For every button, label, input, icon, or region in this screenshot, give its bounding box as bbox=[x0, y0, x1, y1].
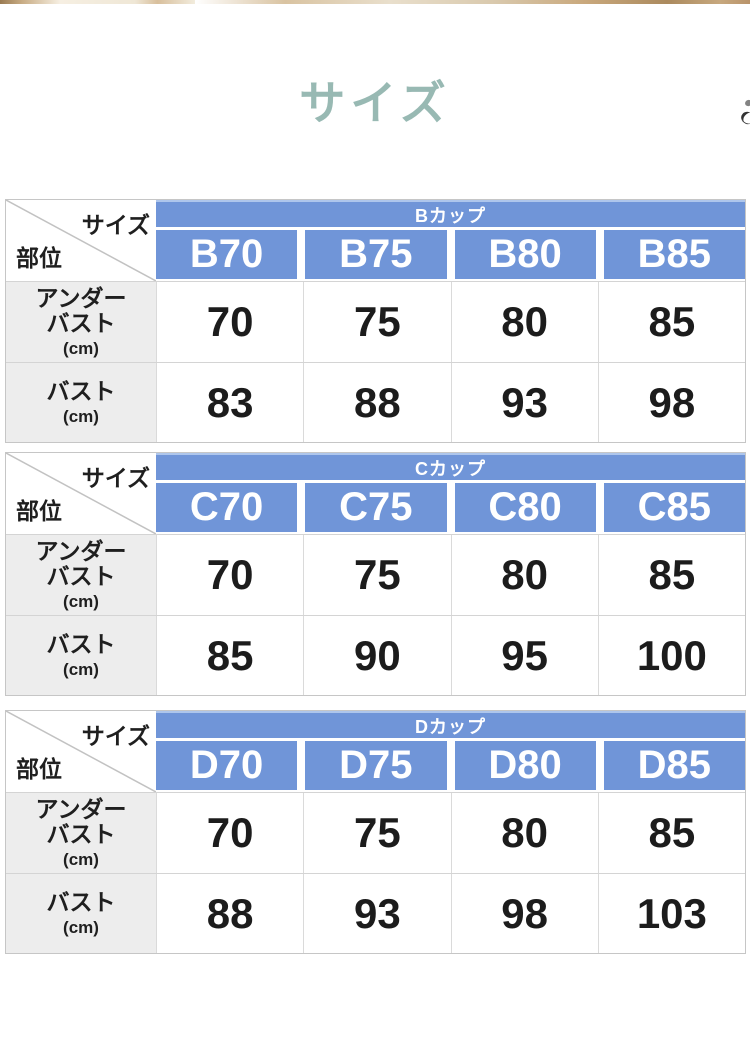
unit-label: (cm) bbox=[63, 659, 99, 679]
column-header: D70 bbox=[156, 741, 298, 790]
corner-size-label: サイズ bbox=[81, 465, 150, 491]
column-header: D80 bbox=[454, 741, 596, 790]
cup-group-header: Bカップ bbox=[156, 200, 745, 227]
underbust-value: 85 bbox=[597, 282, 745, 362]
corner-part-label: 部位 bbox=[16, 498, 62, 524]
row-label-text: バスト bbox=[46, 378, 116, 405]
bust-value: 95 bbox=[450, 616, 598, 695]
row-label-bust: バスト (cm) bbox=[6, 874, 156, 953]
underbust-value: 80 bbox=[450, 282, 598, 362]
row-label-underbust: アンダー バスト (cm) bbox=[6, 282, 156, 362]
table-row-underbust: アンダー バスト (cm) 70 75 80 85 bbox=[6, 281, 745, 362]
bust-value: 88 bbox=[303, 363, 450, 442]
underbust-value: 75 bbox=[303, 535, 450, 615]
table-row-bust: バスト (cm) 83 88 93 98 bbox=[6, 362, 745, 442]
bust-value: 85 bbox=[156, 616, 303, 695]
column-header: B70 bbox=[156, 230, 298, 279]
column-header: D75 bbox=[305, 741, 447, 790]
unit-label: (cm) bbox=[63, 339, 99, 359]
column-header-row: C70 C75 C80 C85 bbox=[156, 483, 745, 532]
size-table-b-cup: サイズ 部位 Bカップ B70 B75 B80 B85 アンダー バスト (cm… bbox=[5, 199, 746, 443]
underbust-value: 75 bbox=[303, 793, 450, 873]
table-row-bust: バスト (cm) 85 90 95 100 bbox=[6, 615, 745, 695]
column-header: C75 bbox=[305, 483, 447, 532]
table-corner-cell: サイズ 部位 bbox=[6, 200, 156, 281]
bust-value: 83 bbox=[156, 363, 303, 442]
corner-size-label: サイズ bbox=[81, 212, 150, 238]
diagonal-divider bbox=[6, 711, 156, 792]
size-table-c-cup: サイズ 部位 Cカップ C70 C75 C80 C85 アンダー バスト (cm… bbox=[5, 452, 746, 696]
column-header: B75 bbox=[305, 230, 447, 279]
column-header: C70 bbox=[156, 483, 298, 532]
page-title: サイズ bbox=[299, 77, 451, 129]
row-label-text: バスト bbox=[46, 821, 116, 848]
header-right: Bカップ B70 B75 B80 B85 bbox=[156, 200, 745, 281]
column-header-row: D70 D75 D80 D85 bbox=[156, 741, 745, 790]
decorative-top-strip bbox=[0, 0, 750, 4]
row-label-underbust: アンダー バスト (cm) bbox=[6, 793, 156, 873]
table-row-bust: バスト (cm) 88 93 98 103 bbox=[6, 873, 745, 953]
column-header-row: B70 B75 B80 B85 bbox=[156, 230, 745, 279]
corner-part-label: 部位 bbox=[16, 245, 62, 271]
bust-value: 98 bbox=[450, 874, 598, 953]
table-corner-cell: サイズ 部位 bbox=[6, 453, 156, 534]
underbust-value: 85 bbox=[597, 793, 745, 873]
bust-value: 88 bbox=[156, 874, 303, 953]
row-label-underbust: アンダー バスト (cm) bbox=[6, 535, 156, 615]
bust-value: 98 bbox=[597, 363, 745, 442]
bust-value: 90 bbox=[303, 616, 450, 695]
column-header: D85 bbox=[603, 741, 745, 790]
row-label-text: アンダー bbox=[35, 537, 127, 564]
table-header: サイズ 部位 Dカップ D70 D75 D80 D85 bbox=[6, 711, 745, 792]
corner-size-label: サイズ bbox=[81, 723, 150, 749]
underbust-value: 70 bbox=[156, 793, 303, 873]
row-label-text: バスト bbox=[46, 889, 116, 916]
diagonal-divider bbox=[6, 453, 156, 534]
table-row-underbust: アンダー バスト (cm) 70 75 80 85 bbox=[6, 792, 745, 873]
cup-group-header: Dカップ bbox=[156, 711, 745, 738]
bust-value: 93 bbox=[450, 363, 598, 442]
row-label-bust: バスト (cm) bbox=[6, 363, 156, 442]
bust-value: 100 bbox=[597, 616, 745, 695]
row-label-text: バスト bbox=[46, 310, 116, 337]
unit-label: (cm) bbox=[63, 592, 99, 612]
column-header: C80 bbox=[454, 483, 596, 532]
header-right: Dカップ D70 D75 D80 D85 bbox=[156, 711, 745, 792]
size-table-d-cup: サイズ 部位 Dカップ D70 D75 D80 D85 アンダー バスト (cm… bbox=[5, 710, 746, 954]
unit-label: (cm) bbox=[63, 850, 99, 870]
row-label-text: アンダー bbox=[35, 284, 127, 311]
underbust-value: 70 bbox=[156, 282, 303, 362]
cup-group-header: Cカップ bbox=[156, 453, 745, 480]
row-label-text: バスト bbox=[46, 631, 116, 658]
underbust-value: 75 bbox=[303, 282, 450, 362]
column-header: B80 bbox=[454, 230, 596, 279]
unit-label: (cm) bbox=[63, 917, 99, 937]
header-right: Cカップ C70 C75 C80 C85 bbox=[156, 453, 745, 534]
row-label-text: アンダー bbox=[35, 795, 127, 822]
diagonal-divider bbox=[6, 200, 156, 281]
table-header: サイズ 部位 Bカップ B70 B75 B80 B85 bbox=[6, 200, 745, 281]
underbust-value: 80 bbox=[450, 793, 598, 873]
underbust-value: 85 bbox=[597, 535, 745, 615]
corner-part-label: 部位 bbox=[16, 756, 62, 782]
underbust-value: 80 bbox=[450, 535, 598, 615]
table-row-underbust: アンダー バスト (cm) 70 75 80 85 bbox=[6, 534, 745, 615]
table-corner-cell: サイズ 部位 bbox=[6, 711, 156, 792]
row-label-bust: バスト (cm) bbox=[6, 616, 156, 695]
table-header: サイズ 部位 Cカップ C70 C75 C80 C85 bbox=[6, 453, 745, 534]
unit-label: (cm) bbox=[63, 406, 99, 426]
bust-value: 103 bbox=[597, 874, 745, 953]
underbust-value: 70 bbox=[156, 535, 303, 615]
row-label-text: バスト bbox=[46, 563, 116, 590]
bust-value: 93 bbox=[303, 874, 450, 953]
column-header: C85 bbox=[603, 483, 745, 532]
column-header: B85 bbox=[603, 230, 745, 279]
